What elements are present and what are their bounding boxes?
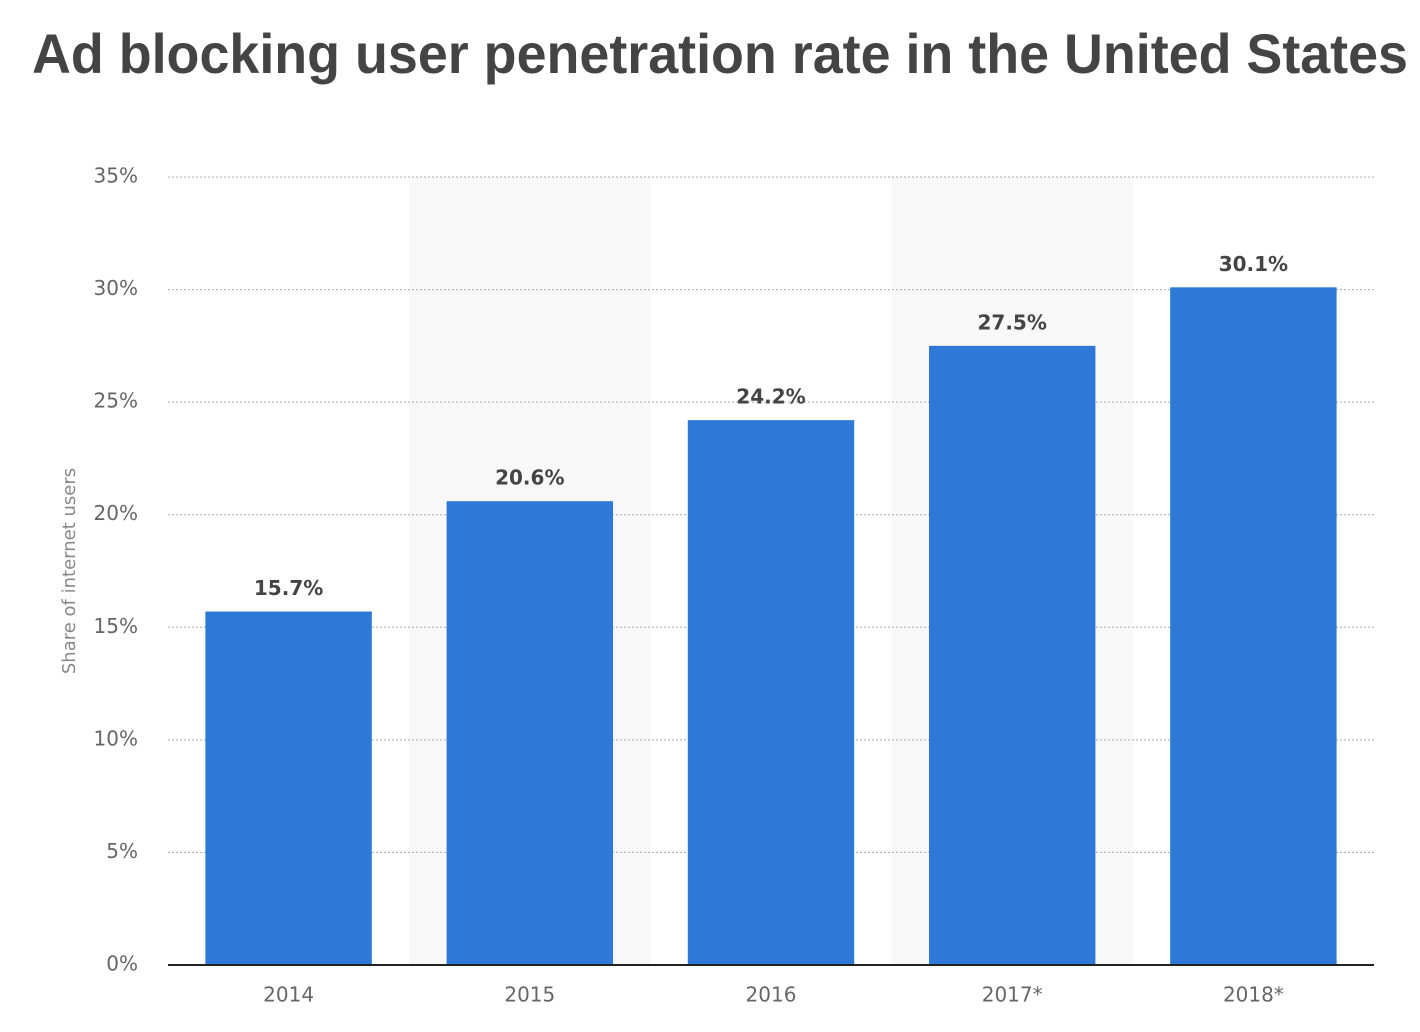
value-label: 30.1% [1219,252,1288,276]
y-tick-label: 0% [106,952,138,976]
bar [205,611,372,965]
value-label: 15.7% [254,576,323,600]
value-label: 24.2% [736,385,805,409]
y-tick-label: 15% [94,614,138,638]
chart-title: Ad blocking user penetration rate in the… [32,22,1408,85]
bar [928,345,1096,965]
y-tick-label: 30% [94,276,138,300]
value-label: 27.5% [978,310,1047,334]
x-tick-label: 2015 [504,983,555,1007]
value-label: 20.6% [495,466,564,490]
bar [687,420,855,965]
bar [446,501,614,965]
y-axis-title: Share of internet users [59,468,80,674]
y-tick-label: 25% [94,389,138,413]
x-tick-label: 2014 [263,983,314,1007]
y-tick-label: 5% [106,839,138,863]
x-tick-label: 2016 [746,983,797,1007]
y-tick-label: 10% [94,726,138,750]
bar [1170,287,1337,965]
x-tick-label: 2017* [982,983,1043,1007]
x-tick-label: 2018* [1223,983,1284,1007]
y-tick-label: 20% [94,501,138,525]
y-tick-label: 35% [94,164,138,188]
